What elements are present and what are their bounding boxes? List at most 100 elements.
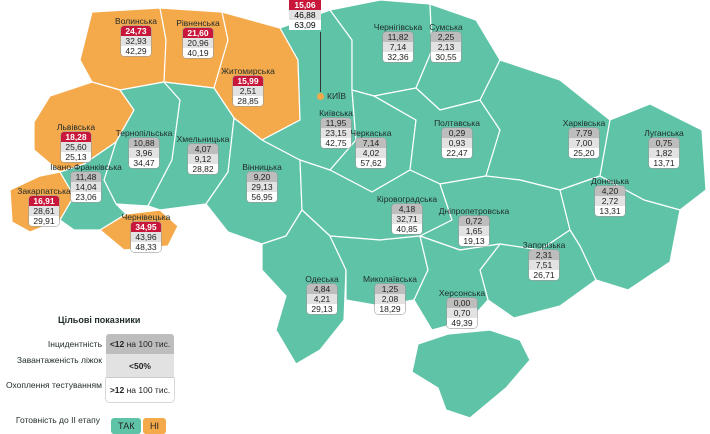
testing-value: 40,85 bbox=[392, 224, 422, 234]
incidence-value: 9,20 bbox=[247, 172, 277, 182]
bed-load-value: 2,72 bbox=[595, 196, 625, 206]
incidence-value: 0,75 bbox=[649, 138, 679, 148]
region-name: Чернівецька bbox=[121, 212, 171, 222]
region-name: Івано-Франківська bbox=[50, 162, 122, 172]
region-name: Донецька bbox=[591, 176, 629, 186]
incidence-value: 24,73 bbox=[121, 26, 151, 36]
incidence-value: 34,95 bbox=[131, 222, 161, 232]
region-label: Одеська 4,84 4,21 29,13 bbox=[282, 274, 362, 319]
region-values: 21,60 20,96 40,19 bbox=[183, 28, 213, 58]
bed-load-value: 14,04 bbox=[71, 182, 101, 192]
incidence-value: 0,29 bbox=[442, 128, 472, 138]
region-values: 34,95 43,96 48,33 bbox=[131, 222, 161, 252]
kyiv-testing: 63,09 bbox=[289, 20, 321, 30]
region-name: Сумська bbox=[429, 22, 463, 32]
incidence-value: 11,82 bbox=[383, 32, 413, 42]
legend-label: Охоплення тестуванням bbox=[5, 380, 102, 390]
region-name: Волинська bbox=[115, 16, 157, 26]
region-label: Дніпропетровська 0,72 1,65 19,13 bbox=[434, 206, 514, 251]
legend-no-pill: НІ bbox=[143, 418, 166, 434]
region-label: Полтавська 0,29 0,93 22,47 bbox=[417, 118, 497, 163]
region-values: 16,91 28,61 29,91 bbox=[29, 196, 59, 226]
region-label: Тернопільська 10,88 3,96 34,47 bbox=[104, 128, 184, 173]
region-label: Закарпатська 16,91 28,61 29,91 bbox=[4, 186, 84, 231]
region-label: Хмельницька 4,07 9,12 28,82 bbox=[163, 134, 243, 179]
region-label: Волинська 24,73 32,93 42,29 bbox=[96, 16, 176, 61]
incidence-value: 4,18 bbox=[392, 204, 422, 214]
region-label: Житомирська 15,99 2,51 28,85 bbox=[208, 66, 288, 111]
region-label: Вінницька 9,20 29,13 56,95 bbox=[222, 162, 302, 207]
region-name: Вінницька bbox=[242, 162, 282, 172]
bed-load-value: 43,96 bbox=[131, 232, 161, 242]
bed-load-value: 0,70 bbox=[447, 308, 477, 318]
legend-value: >12 на 100 тис. bbox=[106, 378, 174, 402]
incidence-value: 2,31 bbox=[529, 250, 559, 260]
region-label: Донецька 4,20 2,72 13,31 bbox=[570, 176, 650, 221]
region-label: Сумська 2,25 2,13 30,55 bbox=[406, 22, 486, 67]
region-name: Черкаська bbox=[350, 128, 392, 138]
region-values: 10,88 3,96 34,47 bbox=[129, 138, 159, 168]
region-values: 4,84 4,21 29,13 bbox=[307, 284, 337, 314]
region-label: Миколаївська 1,25 2,08 18,29 bbox=[350, 274, 430, 319]
region-name: Херсонська bbox=[438, 288, 486, 298]
testing-value: 13,31 bbox=[595, 206, 625, 216]
region-values: 0,75 1,82 13,71 bbox=[649, 138, 679, 168]
incidence-value: 11,95 bbox=[321, 118, 351, 128]
incidence-value: 21,60 bbox=[183, 28, 213, 38]
bed-load-value: 2,13 bbox=[431, 42, 461, 52]
bed-load-value: 23,15 bbox=[321, 128, 351, 138]
region-values: 4,07 9,12 28,82 bbox=[188, 144, 218, 174]
incidence-value: 10,88 bbox=[129, 138, 159, 148]
region-name: Дніпропетровська bbox=[438, 206, 510, 216]
region-name: Рівненська bbox=[176, 18, 220, 28]
testing-value: 22,47 bbox=[442, 148, 472, 158]
kyiv-marker-icon bbox=[317, 93, 324, 100]
kyiv-label: КИЇВ bbox=[327, 91, 347, 101]
bed-load-value: 1,65 bbox=[459, 226, 489, 236]
testing-value: 48,33 bbox=[131, 242, 161, 252]
region-label: Київська 11,95 23,15 42,75 bbox=[296, 108, 376, 153]
testing-value: 30,55 bbox=[431, 52, 461, 62]
testing-value: 25,13 bbox=[61, 152, 91, 162]
bed-load-value: 4,21 bbox=[307, 294, 337, 304]
region-name: Одеська bbox=[305, 274, 339, 284]
testing-value: 32,36 bbox=[383, 52, 413, 62]
bed-load-value: 1,82 bbox=[649, 148, 679, 158]
region-values: 9,20 29,13 56,95 bbox=[247, 172, 277, 202]
region-values: 11,48 14,04 23,06 bbox=[71, 172, 101, 202]
bed-load-value: 25,60 bbox=[61, 142, 91, 152]
incidence-value: 4,07 bbox=[188, 144, 218, 154]
testing-value: 29,13 bbox=[307, 304, 337, 314]
region-label: Запорізька 2,31 7,51 26,71 bbox=[504, 240, 584, 285]
region-shape-odeska bbox=[261, 209, 347, 365]
region-label: Чернігівська 11,82 7,14 32,36 bbox=[358, 22, 438, 67]
testing-value: 26,71 bbox=[529, 270, 559, 280]
legend-value: <50% bbox=[106, 354, 174, 378]
region-values: 4,20 2,72 13,31 bbox=[595, 186, 625, 216]
region-name: Закарпатська bbox=[17, 186, 71, 196]
testing-value: 56,95 bbox=[247, 192, 277, 202]
incidence-value: 4,84 bbox=[307, 284, 337, 294]
testing-value: 49,39 bbox=[447, 318, 477, 328]
region-name: Кіровоградська bbox=[376, 194, 438, 204]
bed-load-value: 7,51 bbox=[529, 260, 559, 270]
incidence-value: 0,72 bbox=[459, 216, 489, 226]
region-label: Львівська 18,28 25,60 25,13 bbox=[36, 122, 116, 167]
testing-value: 42,29 bbox=[121, 46, 151, 56]
region-label: Луганська 0,75 1,82 13,71 bbox=[624, 128, 704, 173]
region-name: Полтавська bbox=[434, 118, 480, 128]
region-values: 0,29 0,93 22,47 bbox=[442, 128, 472, 158]
bed-load-value: 4,02 bbox=[356, 148, 386, 158]
testing-value: 19,13 bbox=[459, 236, 489, 246]
region-name: Львівська bbox=[56, 122, 96, 132]
testing-value: 13,71 bbox=[649, 158, 679, 168]
bed-load-value: 28,61 bbox=[29, 206, 59, 216]
testing-value: 25,20 bbox=[569, 148, 599, 158]
region-values: 18,28 25,60 25,13 bbox=[61, 132, 91, 162]
incidence-value: 18,28 bbox=[61, 132, 91, 142]
incidence-value: 16,91 bbox=[29, 196, 59, 206]
bed-load-value: 3,96 bbox=[129, 148, 159, 158]
region-name: Чернігівська bbox=[373, 22, 423, 32]
bed-load-value: 20,96 bbox=[183, 38, 213, 48]
region-values: 15,99 2,51 28,85 bbox=[233, 76, 263, 106]
